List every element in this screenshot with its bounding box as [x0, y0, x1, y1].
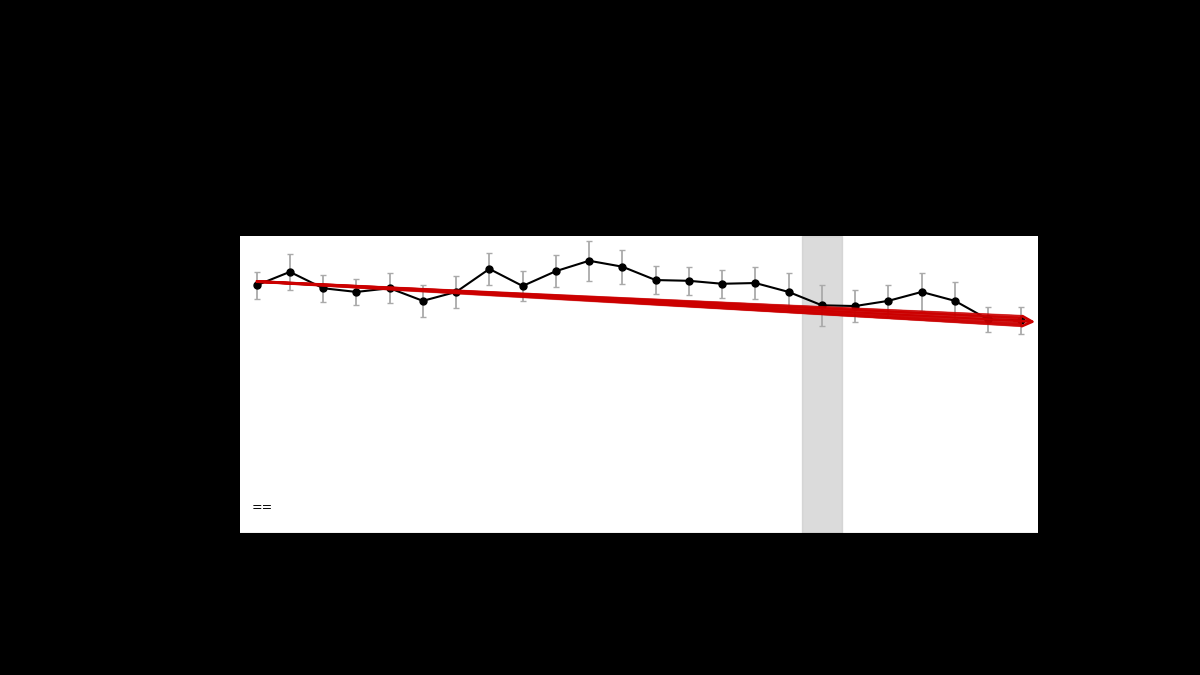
Text: Adam L. Sharp, MD, MS*; Brian Z. Huang, MPH; Tania Tang, PhD, MPH; Ernest Shen, : Adam L. Sharp, MD, MS*; Brian Z. Huang, …: [258, 152, 918, 162]
Text: —: —: [136, 620, 152, 638]
Text: Arjun K. Venkatesh, MD, MHS; Michael H. Kanter, MD; Michael K. Gould, MD, MS: Arjun K. Venkatesh, MD, MHS; Michael H. …: [366, 179, 810, 189]
Text: Implementation of the Canadian CT Head Rule: Implementation of the Canadian CT Head R…: [290, 17, 886, 40]
Text: and Its Association With Use of Computed: and Its Association With Use of Computed: [320, 62, 856, 85]
Text: ==: ==: [252, 502, 274, 514]
Bar: [802, 236, 842, 533]
Text: CrossMark: CrossMark: [1039, 99, 1079, 107]
Text: Tomography Among Patients With Head Injury: Tomography Among Patients With Head Inju…: [292, 107, 884, 130]
Text: Intervention
roll-out period: Intervention roll-out period: [778, 587, 866, 615]
Y-axis label: Percent of Encounters with Head CTs: Percent of Encounters with Head CTs: [181, 263, 194, 507]
Text: A: A: [172, 219, 193, 246]
Text: *Corresponding Author. E-mail: adam.l.sharp@kp.org, Twitter: @AdamLSharp.: *Corresponding Author. E-mail: adam.l.sh…: [385, 202, 791, 213]
